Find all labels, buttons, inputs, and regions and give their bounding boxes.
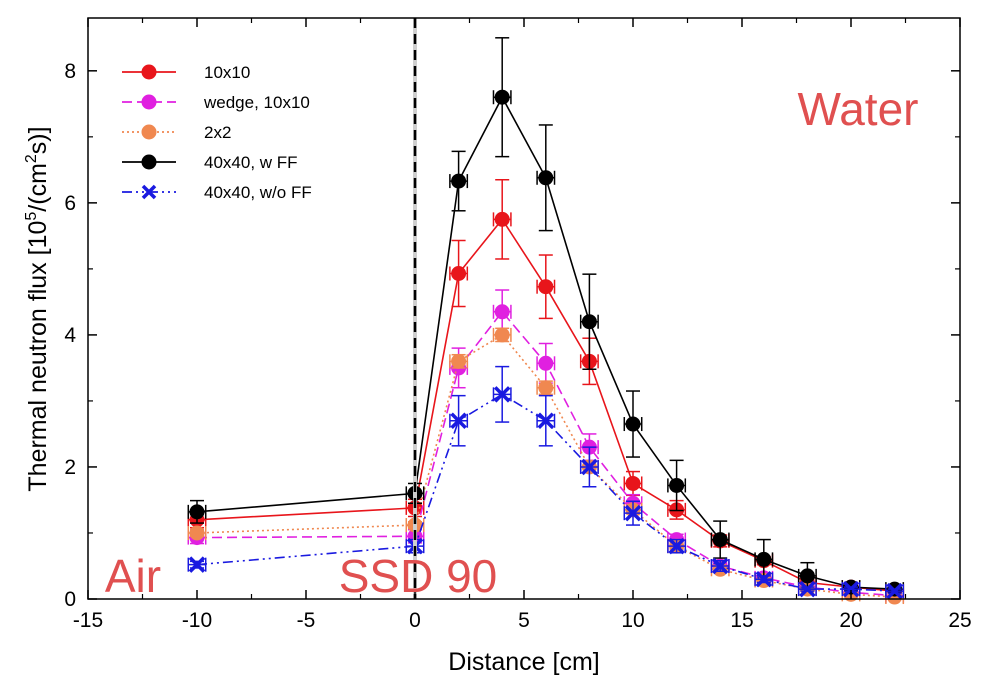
y-axis-title-suffix: s)]: [24, 126, 52, 154]
x-axis-title: Distance [cm]: [448, 648, 599, 676]
data-point-x: [668, 537, 685, 555]
data-point: [669, 477, 685, 493]
y-axis-title-prefix: Thermal neutron flux [10: [24, 221, 52, 492]
data-point-x: [537, 412, 555, 429]
y-axis-title-exp2: 2: [23, 154, 40, 163]
legend-label: 40x40, w FF: [204, 153, 298, 172]
data-point: [538, 355, 554, 371]
y-axis-title-middle: /(cm: [24, 163, 52, 212]
data-point: [538, 279, 554, 295]
data-point-x: [581, 458, 598, 476]
data-point: [189, 525, 205, 541]
data-point-x: [624, 504, 642, 522]
legend-marker: [141, 124, 157, 140]
data-point: [538, 380, 554, 396]
data-point-x: [188, 556, 206, 573]
data-point: [494, 89, 510, 105]
legend-label: 2x2: [204, 123, 231, 142]
x-tick-label: 10: [621, 609, 644, 632]
legend-label: wedge, 10x10: [203, 93, 310, 112]
data-point: [581, 314, 597, 330]
data-point: [625, 416, 641, 432]
data-point: [625, 475, 641, 491]
x-tick-label: 0: [409, 609, 421, 632]
y-tick-label: 4: [64, 324, 76, 347]
legend-marker: [141, 64, 157, 80]
data-point: [451, 353, 467, 369]
data-point-x: [799, 580, 816, 598]
legend: 10x10 wedge, 10x10 2x2 40x40, w FF 40x40, w/…: [122, 63, 312, 202]
legend-item-0: 10x10: [122, 63, 250, 82]
x-tick-label: 20: [839, 609, 862, 632]
x-tick-label: -5: [297, 609, 316, 632]
data-point: [189, 504, 205, 520]
x-tick-label: 25: [948, 609, 971, 632]
data-point-x: [886, 582, 903, 600]
data-point-x: [755, 570, 773, 588]
data-point-x: [493, 386, 511, 403]
annotation-air: Air: [105, 550, 161, 602]
annotation-ssd-90: SSD 90: [339, 550, 498, 602]
x-tick-label: 15: [730, 609, 753, 632]
data-point: [451, 266, 467, 282]
legend-item-1: wedge, 10x10: [122, 93, 310, 112]
legend-marker: [141, 94, 157, 110]
x-tick-label: -10: [182, 609, 212, 632]
x-tick-label: 5: [518, 609, 530, 632]
data-point: [538, 170, 554, 186]
data-point-x: [450, 412, 467, 429]
legend-label: 10x10: [204, 63, 250, 82]
ticks-layer: -15 -10 -5 0 5 10 15 20 25 0 2 4 6 8: [64, 18, 972, 632]
series-layer: [187, 37, 905, 605]
legend-marker: [141, 154, 157, 170]
y-tick-label: 8: [64, 60, 76, 83]
data-point: [756, 551, 772, 567]
annotation-water: Water: [798, 83, 919, 135]
data-point-x: [842, 580, 860, 598]
legend-label: 40x40, w/o FF: [204, 183, 312, 202]
y-tick-label: 0: [64, 588, 76, 611]
data-point: [494, 211, 510, 227]
annotation-layer: Water Air SSD 90: [105, 83, 919, 602]
legend-marker: [141, 184, 157, 200]
x-tick-label: -15: [73, 609, 103, 632]
legend-item-4: 40x40, w/o FF: [122, 183, 312, 202]
data-point-x: [711, 557, 729, 575]
y-tick-label: 2: [64, 456, 76, 479]
y-axis-title: Thermal neutron flux [105/(cm2s)]: [23, 126, 52, 491]
data-point: [712, 532, 728, 548]
data-point: [451, 173, 467, 189]
legend-item-3: 40x40, w FF: [122, 153, 298, 172]
data-point: [799, 568, 815, 584]
data-point: [494, 304, 510, 320]
data-point: [494, 327, 510, 343]
y-tick-label: 6: [64, 192, 76, 215]
y-axis-title-exp1: 5: [23, 212, 40, 221]
legend-item-2: 2x2: [122, 123, 231, 142]
